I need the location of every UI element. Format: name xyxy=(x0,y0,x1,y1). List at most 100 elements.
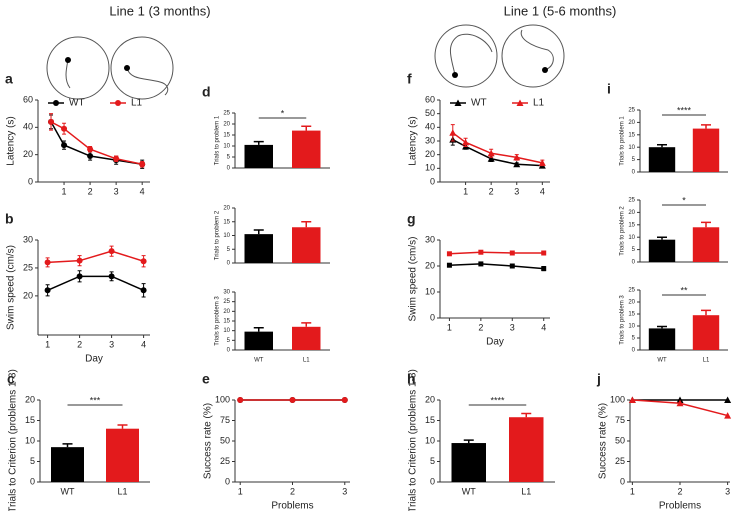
x-tick-label: 4 xyxy=(140,186,145,196)
bar xyxy=(51,447,84,482)
error-bar xyxy=(701,124,711,129)
error-bar xyxy=(301,322,312,327)
y-tick-label: 100 xyxy=(215,394,230,404)
y-tick-label: 30 xyxy=(23,234,33,244)
x-tick-label: 3 xyxy=(109,339,114,349)
x-tick-label: 1 xyxy=(238,486,243,496)
x-tick-label: L1 xyxy=(521,486,531,496)
marker xyxy=(341,397,348,403)
x-tick-label: WT xyxy=(61,486,75,496)
y-tick-label: 0 xyxy=(225,476,230,486)
x-axis-label: Day xyxy=(85,354,103,365)
y-tick-label: 5 xyxy=(227,155,231,161)
legend-marker xyxy=(53,100,59,106)
marker xyxy=(44,259,51,266)
y-axis-label: Success rate (%) xyxy=(203,403,214,479)
y-tick-label: 0 xyxy=(227,166,231,172)
error-bar xyxy=(117,424,128,429)
y-tick-label: 20 xyxy=(23,290,33,300)
y-tick-label: 20 xyxy=(628,120,635,126)
legend-label: WT xyxy=(471,98,487,109)
y-tick-label: 20 xyxy=(425,394,435,404)
x-tick-label: L1 xyxy=(303,358,310,364)
marker xyxy=(487,155,495,162)
y-tick-label: 50 xyxy=(615,435,625,445)
bar xyxy=(292,326,321,350)
y-tick-label: 25 xyxy=(223,111,230,117)
significance-label: *** xyxy=(90,395,101,405)
series-line xyxy=(47,250,144,264)
marker xyxy=(462,138,470,146)
marker xyxy=(509,250,515,256)
bar xyxy=(692,315,720,350)
significance-label: **** xyxy=(490,395,505,405)
error-bar xyxy=(301,221,312,228)
y-tick-label: 5 xyxy=(430,456,435,466)
error-bar xyxy=(701,221,711,228)
y-tick-label: 25 xyxy=(628,198,635,204)
marker xyxy=(108,248,115,255)
y-tick-label: 10 xyxy=(223,328,230,334)
x-tick-label: WT xyxy=(657,358,667,364)
y-tick-label: 10 xyxy=(223,233,230,239)
bar xyxy=(106,428,139,482)
maze-icons xyxy=(46,24,565,100)
y-tick-label: 50 xyxy=(425,108,435,118)
y-tick-label: 30 xyxy=(425,234,435,244)
y-tick-label: 20 xyxy=(223,122,230,128)
legend-label: L1 xyxy=(131,98,143,109)
y-tick-label: 25 xyxy=(628,288,635,294)
y-axis-label: Swim speed (cm/s) xyxy=(408,236,419,321)
y-axis-label: Trials to Criterion (problems 1-3) xyxy=(8,369,19,511)
y-tick-label: 10 xyxy=(25,435,35,445)
marker xyxy=(538,159,546,166)
y-tick-label: 0 xyxy=(620,476,625,486)
error-bar xyxy=(253,229,264,235)
marker xyxy=(509,263,515,269)
bar xyxy=(292,227,321,263)
marker xyxy=(487,149,495,157)
y-tick-label: 5 xyxy=(632,157,636,163)
y-tick-label: 15 xyxy=(425,415,435,425)
y-tick-label: 0 xyxy=(632,170,636,176)
y-tick-label: 0 xyxy=(227,261,231,267)
y-tick-label: 10 xyxy=(425,163,435,173)
bar xyxy=(244,144,273,168)
y-tick-label: 10 xyxy=(425,286,435,296)
marker xyxy=(289,397,296,403)
marker xyxy=(61,142,68,149)
y-axis-label: Trials to problem 3 xyxy=(215,296,221,346)
marker xyxy=(44,287,51,294)
y-axis-label: Trials to Criterion (problems 1-3) xyxy=(408,369,419,511)
y-tick-label: 15 xyxy=(628,222,635,228)
y-tick-label: 20 xyxy=(25,394,35,404)
bar xyxy=(692,128,720,172)
y-tick-label: 30 xyxy=(223,290,230,296)
marker xyxy=(446,262,452,268)
marker xyxy=(87,146,94,153)
significance-label: * xyxy=(682,195,686,205)
y-tick-label: 60 xyxy=(23,94,33,104)
error-bar xyxy=(463,439,474,444)
series-line xyxy=(47,275,144,291)
y-tick-label: 60 xyxy=(425,94,435,104)
x-axis-label: Problems xyxy=(271,501,313,511)
marker xyxy=(478,249,484,255)
marker xyxy=(61,125,68,132)
bar xyxy=(648,239,676,262)
y-tick-label: 10 xyxy=(628,324,635,330)
y-axis-label: Trials to problem 1 xyxy=(620,116,626,166)
x-tick-label: 4 xyxy=(141,339,146,349)
y-tick-label: 20 xyxy=(223,206,230,212)
header: Line 1 (3 months) xyxy=(109,3,210,18)
y-tick-label: 0 xyxy=(227,348,231,354)
significance-label: ** xyxy=(680,285,688,295)
x-tick-label: 1 xyxy=(62,186,67,196)
y-tick-label: 40 xyxy=(23,122,33,132)
panel-letter: h xyxy=(407,371,416,387)
panel-letter: j xyxy=(596,371,601,387)
bar xyxy=(648,147,676,172)
marker xyxy=(676,399,684,407)
y-tick-label: 30 xyxy=(425,135,435,145)
y-tick-label: 40 xyxy=(425,122,435,132)
